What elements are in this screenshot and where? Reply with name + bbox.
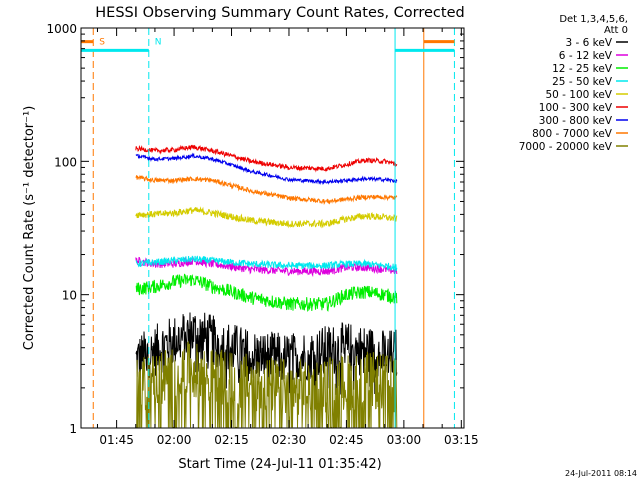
- legend-entry-2: 12 - 25 keV: [552, 63, 613, 75]
- marker-label-0: S: [99, 37, 105, 47]
- x-tick-label-5: 03:00: [387, 433, 422, 447]
- series-line-6: [135, 152, 398, 186]
- x-tick-label-3: 02:30: [272, 433, 307, 447]
- series-line-3: [135, 255, 398, 271]
- x-tick-label-2: 02:15: [214, 433, 249, 447]
- legend-entry-4: 50 - 100 keV: [545, 89, 612, 101]
- series-line-4: [135, 206, 398, 229]
- y-tick-label-2: 100: [54, 155, 77, 169]
- legend-entry-0: 3 - 6 keV: [565, 37, 612, 49]
- series-line-1: [135, 255, 398, 278]
- y-tick-label-1: 10: [62, 289, 77, 303]
- y-tick-label-3: 1000: [46, 22, 77, 36]
- x-tick-label-0: 01:45: [99, 433, 134, 447]
- y-axis-label: Corrected Count Rate (s⁻¹ detector⁻¹): [22, 106, 37, 351]
- plot-frame: [80, 27, 465, 429]
- series-line-0: [135, 312, 398, 400]
- chart-title: HESSI Observing Summary Count Rates, Cor…: [95, 5, 464, 21]
- footer-timestamp: 24-Jul-2011 08:14: [565, 469, 637, 478]
- x-tick-label-4: 02:45: [329, 433, 364, 447]
- legend-entry-5: 100 - 300 keV: [539, 102, 613, 114]
- series-line-7: [135, 174, 398, 206]
- marker-label-1: N: [155, 37, 162, 47]
- legend-header-1: Att 0: [604, 25, 628, 36]
- legend-entry-1: 6 - 12 keV: [559, 50, 613, 62]
- series-line-5: [135, 144, 398, 173]
- x-tick-label-6: 03:15: [444, 433, 479, 447]
- x-tick-label-1: 02:00: [157, 433, 192, 447]
- series-line-8: [135, 340, 398, 428]
- y-tick-label-0: 1: [69, 422, 77, 436]
- legend-entry-7: 800 - 7000 keV: [532, 128, 613, 140]
- axes: 01:45 02:00 02:15 02:30 02:45 03:00 03:15 1 10 10…: [46, 22, 478, 447]
- legend-entry-8: 7000 - 20000 keV: [519, 141, 613, 153]
- legend-header-0: Det 1,3,4,5,6,: [559, 14, 628, 25]
- legend-entry-3: 25 - 50 keV: [552, 76, 613, 88]
- legend-entry-6: 300 - 800 keV: [539, 115, 613, 127]
- x-axis-label: Start Time (24-Jul-11 01:35:42): [178, 457, 381, 472]
- series-line-2: [135, 273, 398, 312]
